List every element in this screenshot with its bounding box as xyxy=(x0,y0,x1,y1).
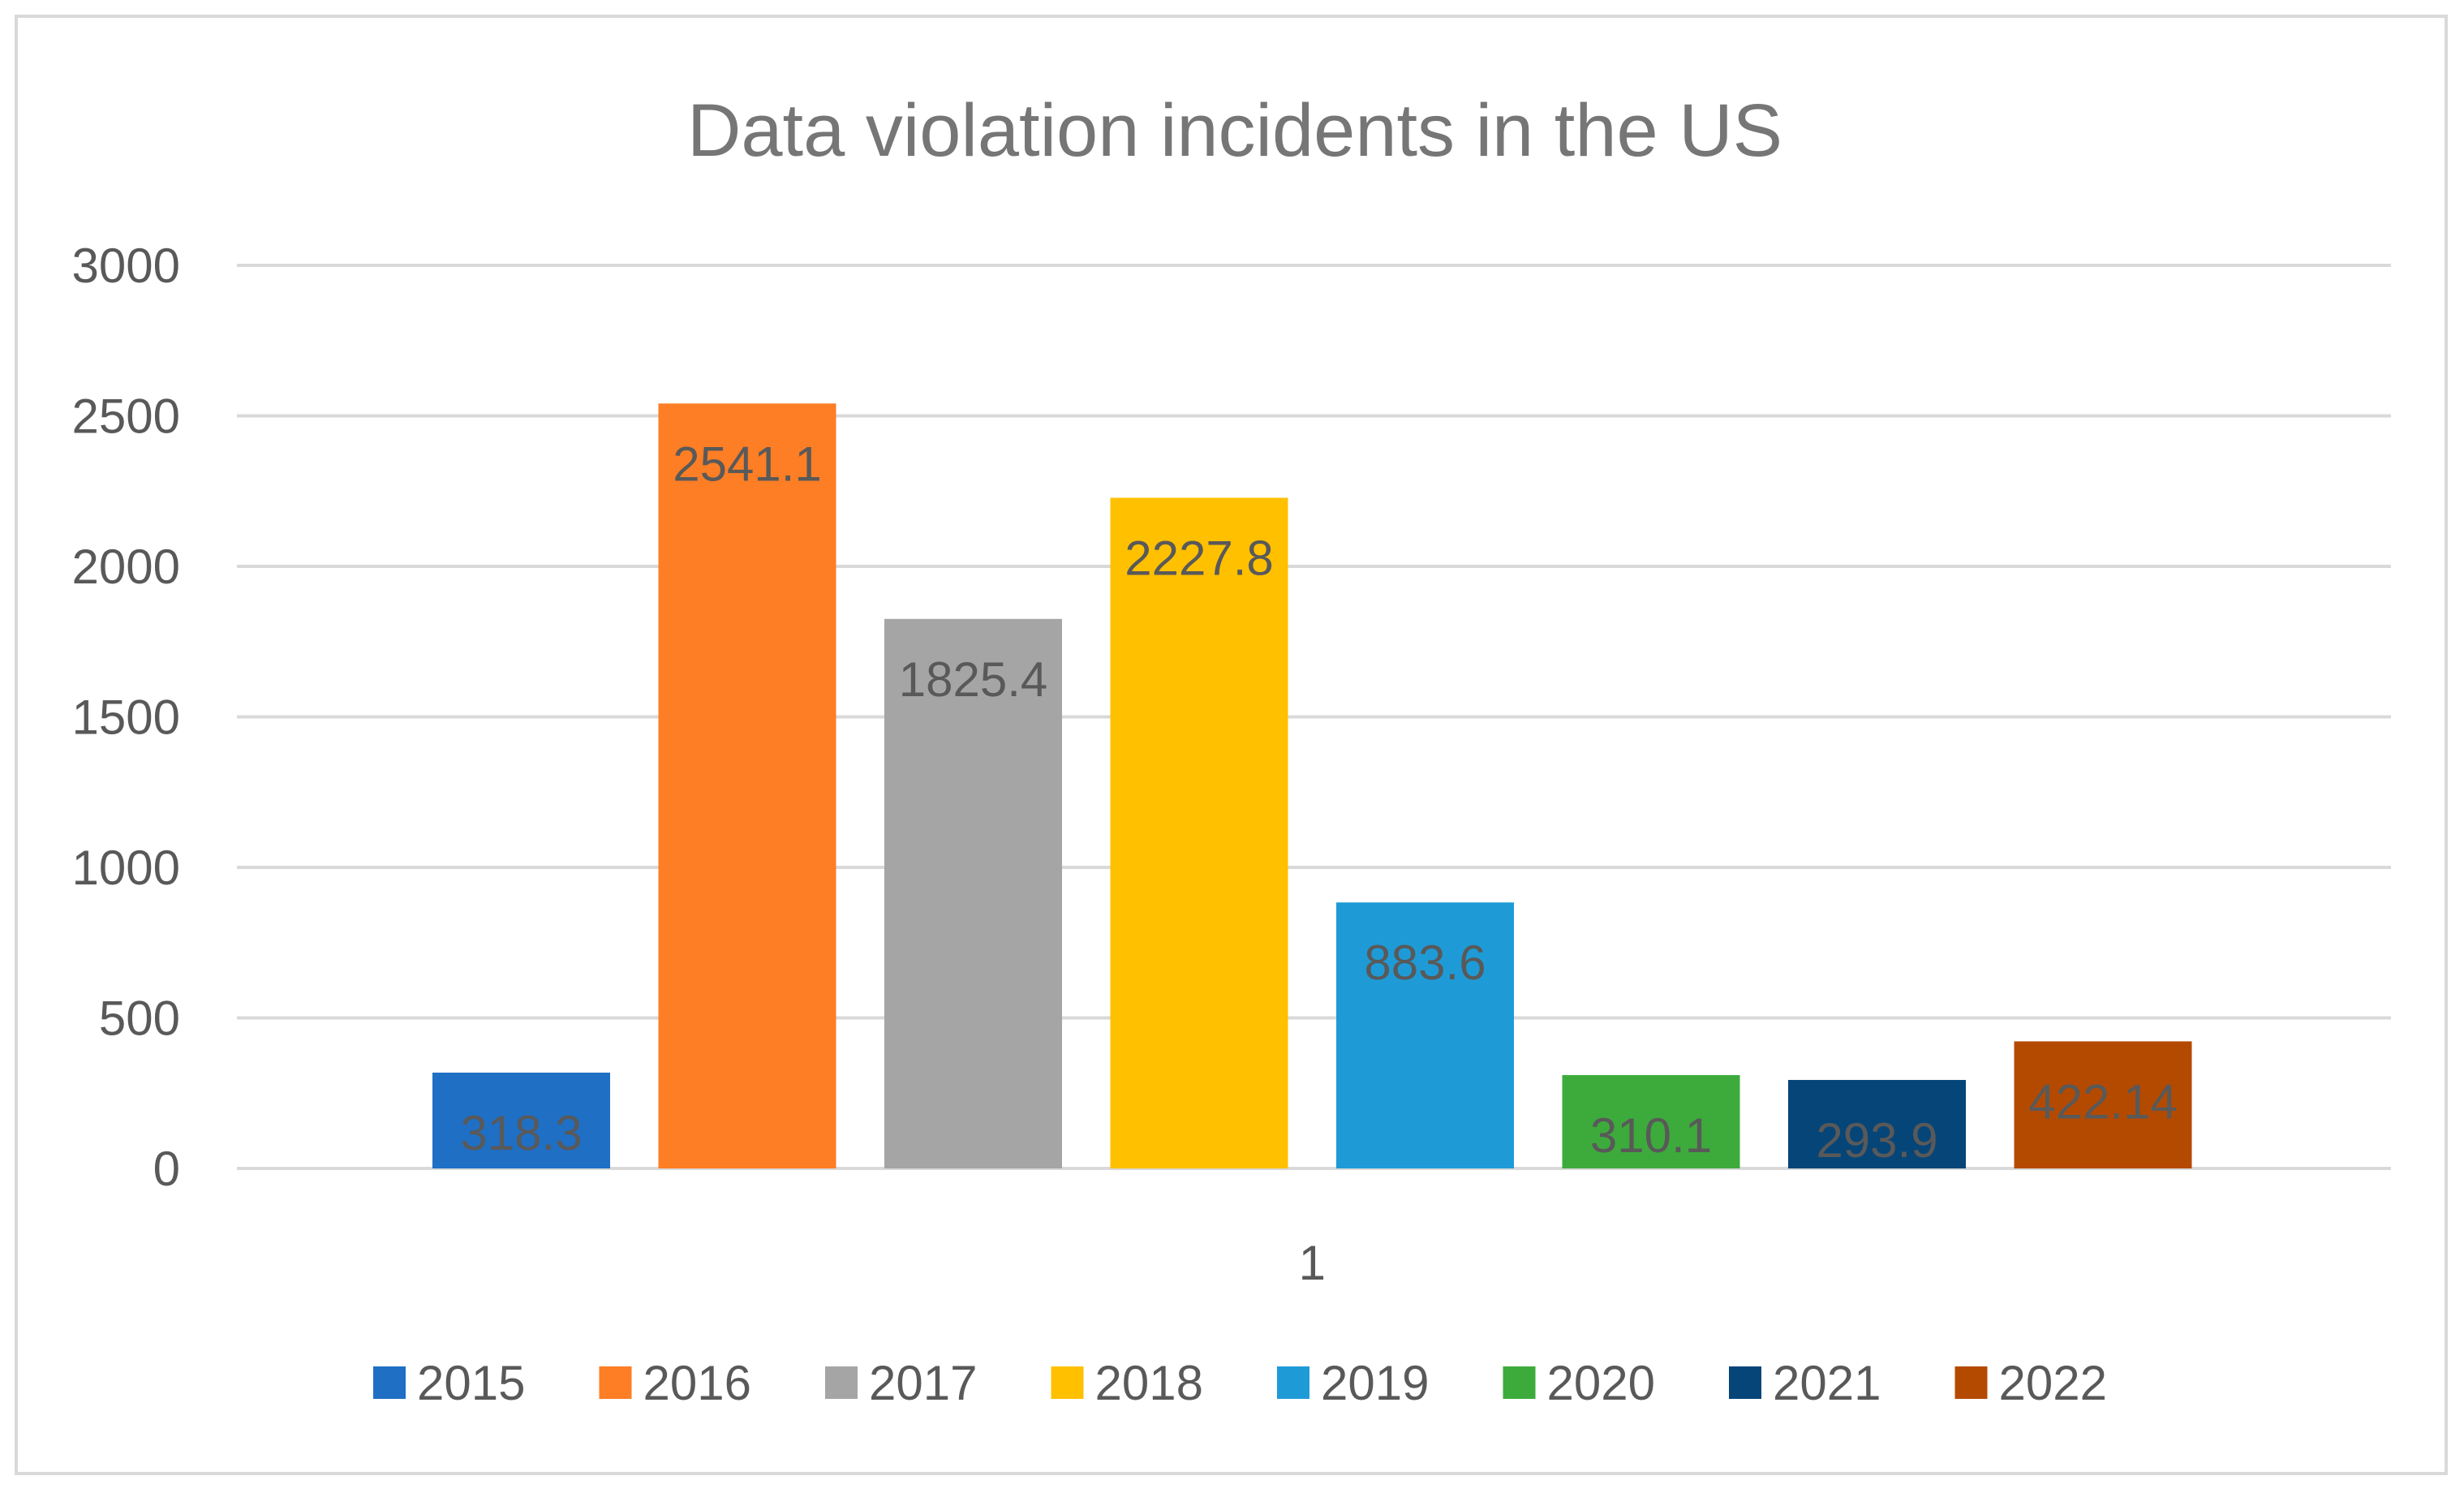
legend-swatch xyxy=(1277,1366,1309,1399)
legend-swatch xyxy=(1729,1366,1761,1399)
bar-chart: Data violation incidents in the US 3000 2… xyxy=(72,89,2391,1410)
legend-swatch xyxy=(1503,1366,1536,1399)
legend-label: 2021 xyxy=(1773,1356,1881,1410)
legend-label: 2017 xyxy=(869,1356,977,1410)
bar-2017 xyxy=(884,618,1062,1168)
legend-swatch xyxy=(373,1366,406,1399)
data-label-2015: 318.3 xyxy=(460,1106,582,1160)
data-label-2016: 2541.1 xyxy=(673,437,822,491)
data-label-2017: 1825.4 xyxy=(899,652,1048,707)
legend-swatch xyxy=(1051,1366,1084,1399)
legend-item-2018: 2018 xyxy=(1051,1356,1203,1410)
legend-label: 2022 xyxy=(1999,1356,2107,1410)
legend-item-2021: 2021 xyxy=(1729,1356,1881,1410)
y-tick-label: 2500 xyxy=(72,389,180,444)
y-tick-label: 1500 xyxy=(72,691,180,745)
legend-swatch xyxy=(599,1366,632,1399)
data-labels: 318.3 2541.1 1825.4 2227.8 883.6 310.1 293.9 42… xyxy=(460,437,2177,1168)
bar-2019 xyxy=(1336,902,1514,1168)
y-tick-label: 500 xyxy=(99,992,180,1046)
bar-2020 xyxy=(1562,1074,1740,1168)
legend-label: 2015 xyxy=(417,1356,525,1410)
data-label-2022: 422.14 xyxy=(2028,1074,2178,1129)
x-axis-ticks: 1 xyxy=(1299,1236,1326,1290)
bar-2022 xyxy=(2014,1041,2192,1168)
legend-item-2017: 2017 xyxy=(825,1356,977,1410)
chart-frame: Data violation incidents in the US 3000 2… xyxy=(15,15,2448,1475)
legend: 2015 2016 2017 2018 2019 2020 2021 2022 xyxy=(373,1356,2107,1410)
bar-2021 xyxy=(1788,1079,1966,1168)
legend-item-2022: 2022 xyxy=(1954,1356,2107,1410)
legend-label: 2016 xyxy=(643,1356,751,1410)
data-label-2018: 2227.8 xyxy=(1124,531,1274,585)
legend-item-2019: 2019 xyxy=(1277,1356,1429,1410)
legend-label: 2018 xyxy=(1095,1356,1203,1410)
data-label-2019: 883.6 xyxy=(1364,936,1486,990)
gridlines xyxy=(237,264,2391,1170)
legend-label: 2019 xyxy=(1321,1356,1429,1410)
legend-item-2015: 2015 xyxy=(373,1356,525,1410)
legend-item-2016: 2016 xyxy=(599,1356,751,1410)
legend-swatch xyxy=(1954,1366,1988,1399)
legend-label: 2020 xyxy=(1547,1356,1655,1410)
bar-2018 xyxy=(1110,497,1288,1168)
chart-title: Data violation incidents in the US xyxy=(687,89,1782,172)
y-tick-label: 2000 xyxy=(72,540,180,594)
y-tick-label: 1000 xyxy=(72,841,180,895)
x-tick-label: 1 xyxy=(1299,1236,1326,1290)
bars xyxy=(432,403,2192,1168)
bar-2016 xyxy=(658,403,836,1168)
data-label-2021: 293.9 xyxy=(1816,1113,1937,1168)
legend-swatch xyxy=(825,1366,858,1399)
y-axis-ticks: 3000 2500 2000 1500 1000 500 0 xyxy=(72,239,180,1196)
data-label-2020: 310.1 xyxy=(1590,1108,1712,1163)
y-tick-label: 3000 xyxy=(72,239,180,293)
bar-2015 xyxy=(432,1072,610,1168)
legend-item-2020: 2020 xyxy=(1503,1356,1655,1410)
y-tick-label: 0 xyxy=(153,1142,180,1196)
